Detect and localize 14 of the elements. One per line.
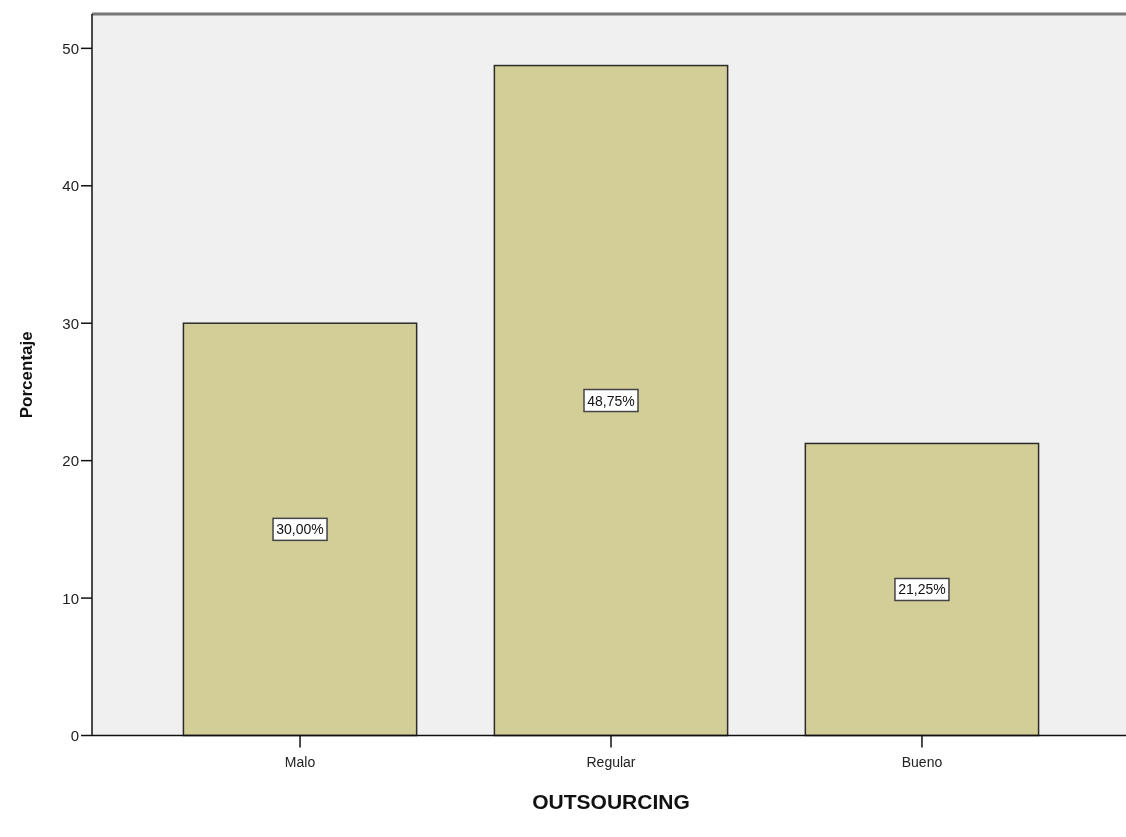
x-axis-title: OUTSOURCING (532, 789, 690, 813)
bar (493, 64, 729, 737)
y-tick-label: 20 (62, 452, 79, 470)
y-tick-label: 40 (62, 177, 79, 195)
x-tick-label: Regular (586, 753, 636, 770)
y-tick-label: 0 (70, 727, 79, 744)
y-tick-label: 30 (62, 314, 79, 332)
y-tick-label: 10 (62, 589, 79, 607)
bar (804, 442, 1040, 737)
x-tick-label: Malo (284, 753, 316, 770)
bar (182, 322, 418, 737)
x-tick-label: Bueno (901, 753, 943, 770)
y-axis-title: Porcentaje (16, 331, 36, 419)
y-tick-label: 50 (62, 39, 79, 57)
